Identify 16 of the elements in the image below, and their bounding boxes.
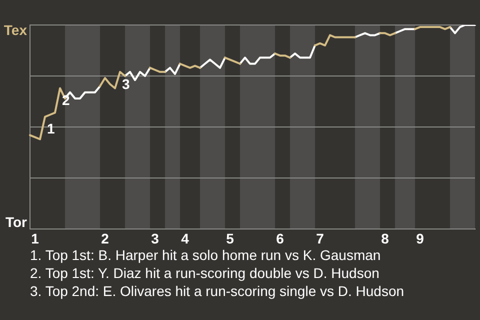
annotation: 1 (47, 120, 55, 137)
x-tick-label: 6 (276, 230, 284, 246)
x-tick-label: 2 (101, 230, 110, 246)
x-tick-label: 8 (381, 230, 390, 246)
x-tick-label: 9 (416, 230, 424, 246)
x-tick-label: 1 (31, 230, 40, 246)
text: 3. Top 2nd: E. Olivares hit a run-scoring single vs D. Hudson (30, 282, 404, 300)
annotation: 3 (122, 76, 130, 92)
x-tick-label: 7 (316, 230, 324, 246)
x-tick-label: 4 (181, 230, 190, 246)
ref-line-label: Tor (5, 214, 28, 230)
x-tick-label: 5 (226, 230, 234, 246)
text: 1. Top 1st: B. Harper hit a solo home run vs K. Gausman (30, 246, 382, 264)
x-tick-label: 3 (151, 230, 160, 246)
text: 2. Top 1st: Y. Diaz hit a run-scoring double vs D. Hudson (30, 264, 380, 282)
ref-line-label: Tex (4, 22, 28, 38)
